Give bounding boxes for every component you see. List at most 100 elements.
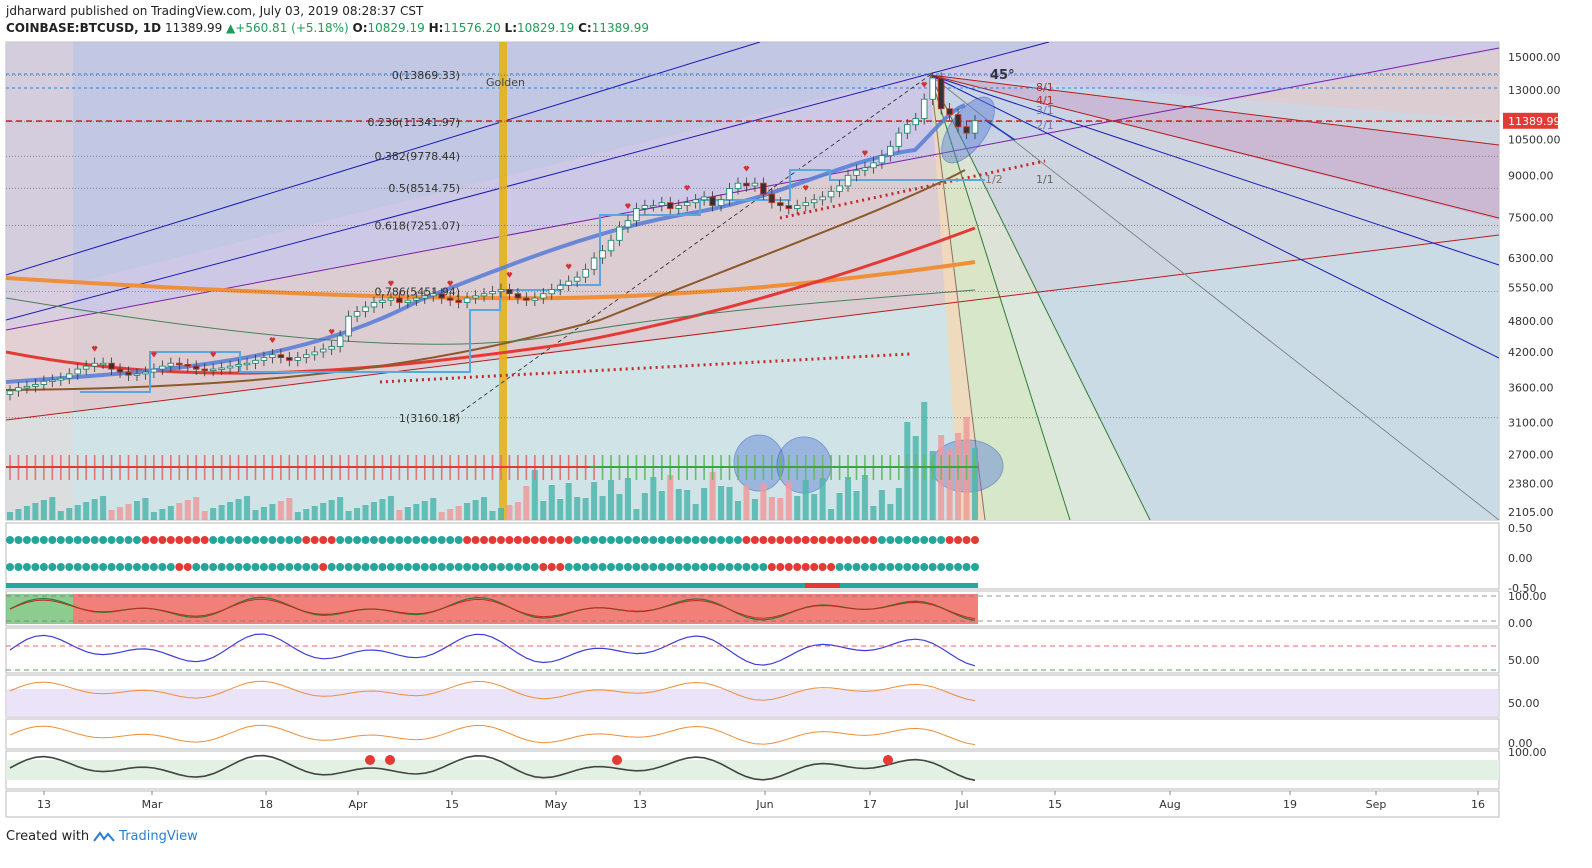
volume-bar bbox=[396, 510, 403, 520]
volume-bar bbox=[244, 496, 251, 520]
volume-bar bbox=[531, 470, 538, 520]
dot-marker bbox=[496, 536, 505, 544]
dot-marker bbox=[446, 563, 455, 571]
candle-body bbox=[243, 362, 251, 366]
dot-marker bbox=[353, 563, 362, 571]
annotation-label: 1/1 bbox=[1036, 173, 1054, 186]
sub-axis-label: 100.00 bbox=[1508, 746, 1547, 759]
dot-marker bbox=[6, 536, 14, 544]
dot-marker bbox=[894, 563, 903, 571]
dot-marker bbox=[649, 563, 658, 571]
volume-bar bbox=[861, 475, 868, 520]
volume-bar bbox=[362, 505, 369, 520]
dot-marker bbox=[276, 536, 285, 544]
annotation-label: 1/2 bbox=[985, 173, 1003, 186]
price-tick-label: 2380.00 bbox=[1508, 478, 1554, 491]
time-tick-label: 15 bbox=[445, 798, 459, 811]
volume-bar bbox=[557, 499, 564, 520]
pane-rsi[interactable] bbox=[5, 627, 1500, 674]
volume-bar bbox=[7, 512, 13, 520]
candle-body bbox=[683, 202, 691, 207]
dot-marker bbox=[344, 536, 353, 544]
pane-c-line bbox=[9, 724, 976, 746]
dot-band bbox=[6, 583, 978, 588]
candle-body bbox=[74, 368, 81, 375]
volume-bar bbox=[497, 508, 504, 520]
volume-bar bbox=[878, 490, 885, 520]
dot-marker bbox=[801, 536, 810, 544]
price-change: +560.81 (+5.18%) bbox=[235, 21, 349, 35]
dot-marker bbox=[920, 563, 929, 571]
volume-bar bbox=[252, 510, 259, 520]
pane-c[interactable] bbox=[5, 718, 1500, 750]
candle-body bbox=[878, 155, 886, 164]
volume-bar bbox=[692, 504, 699, 520]
price-axis[interactable]: 15000.00 13000.00 11389.99 10500.00 9000.00 7… bbox=[1503, 51, 1561, 519]
volume-bar bbox=[201, 511, 208, 520]
volume-bar bbox=[658, 491, 665, 520]
volume-bar bbox=[303, 509, 310, 520]
dot-marker bbox=[132, 536, 141, 544]
heart-marker bbox=[743, 165, 750, 172]
dot-marker bbox=[132, 563, 141, 571]
candle-body bbox=[692, 199, 699, 204]
dot-marker bbox=[522, 536, 531, 544]
time-axis[interactable]: 13 Mar 18 Apr 15 May 13 Jun 17 Jul 15 Aug 19 Sep 16 bbox=[37, 791, 1485, 811]
dot-marker bbox=[82, 563, 91, 571]
dot-marker bbox=[615, 563, 624, 571]
dot-marker bbox=[937, 563, 946, 571]
dot-marker bbox=[607, 536, 616, 544]
volume-bar bbox=[218, 505, 225, 520]
dot-marker bbox=[217, 563, 226, 571]
candle-body bbox=[489, 291, 496, 295]
volume-bar bbox=[472, 500, 479, 520]
volume-bar bbox=[887, 504, 894, 520]
dot-marker bbox=[463, 536, 472, 544]
candle-body bbox=[717, 199, 725, 207]
candle-body bbox=[946, 108, 953, 116]
signal-dot bbox=[612, 755, 622, 765]
dot-marker bbox=[903, 563, 912, 571]
dot-marker bbox=[733, 563, 742, 571]
last-price: 11389.99 bbox=[164, 21, 223, 35]
candle-body bbox=[192, 365, 200, 370]
dot-marker bbox=[860, 536, 869, 544]
time-tick-label: Mar bbox=[142, 798, 163, 811]
dot-marker bbox=[175, 563, 184, 571]
volume-bar bbox=[345, 511, 352, 520]
candle-body bbox=[49, 379, 56, 383]
dot-marker bbox=[827, 563, 836, 571]
heart-marker bbox=[387, 280, 394, 287]
dot-marker bbox=[480, 536, 489, 544]
tradingview-link[interactable]: TradingView bbox=[119, 829, 198, 844]
volume-bar bbox=[277, 501, 284, 520]
dot-marker bbox=[691, 563, 700, 571]
dot-marker bbox=[200, 563, 209, 571]
dot-marker bbox=[429, 563, 438, 571]
time-tick-label: Apr bbox=[348, 798, 368, 811]
candle-body bbox=[937, 77, 945, 110]
price-tick-label: 3600.00 bbox=[1508, 382, 1554, 395]
author-name[interactable]: jdharward bbox=[6, 4, 67, 18]
dot-marker bbox=[31, 563, 40, 571]
dot-marker bbox=[73, 563, 82, 571]
candle-body bbox=[616, 226, 623, 241]
signal-dot bbox=[385, 755, 395, 765]
volume-bar bbox=[845, 477, 852, 520]
candle-body bbox=[870, 162, 877, 169]
price-tick-label: 13000.00 bbox=[1508, 84, 1561, 97]
volume-bar bbox=[328, 500, 335, 520]
dot-marker bbox=[116, 536, 125, 544]
candle-body bbox=[768, 193, 776, 204]
pane-dots[interactable] bbox=[5, 522, 1500, 590]
dot-marker bbox=[293, 563, 302, 571]
dot-marker bbox=[556, 563, 565, 571]
dot-marker bbox=[683, 563, 692, 571]
fib-retracement: 0(13869.33) 0.236(11341.97) 0.382(9778.44)… bbox=[6, 69, 1499, 425]
time-tick-label: Sep bbox=[1366, 798, 1387, 811]
fib-level-label: 1(3160.18) bbox=[399, 412, 460, 425]
dot-marker bbox=[285, 536, 294, 544]
candle-body bbox=[455, 299, 462, 303]
candle-body bbox=[396, 297, 403, 303]
